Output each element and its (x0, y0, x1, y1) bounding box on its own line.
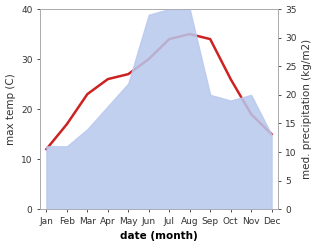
Y-axis label: max temp (C): max temp (C) (5, 73, 16, 145)
X-axis label: date (month): date (month) (120, 231, 198, 242)
Y-axis label: med. precipitation (kg/m2): med. precipitation (kg/m2) (302, 39, 313, 179)
